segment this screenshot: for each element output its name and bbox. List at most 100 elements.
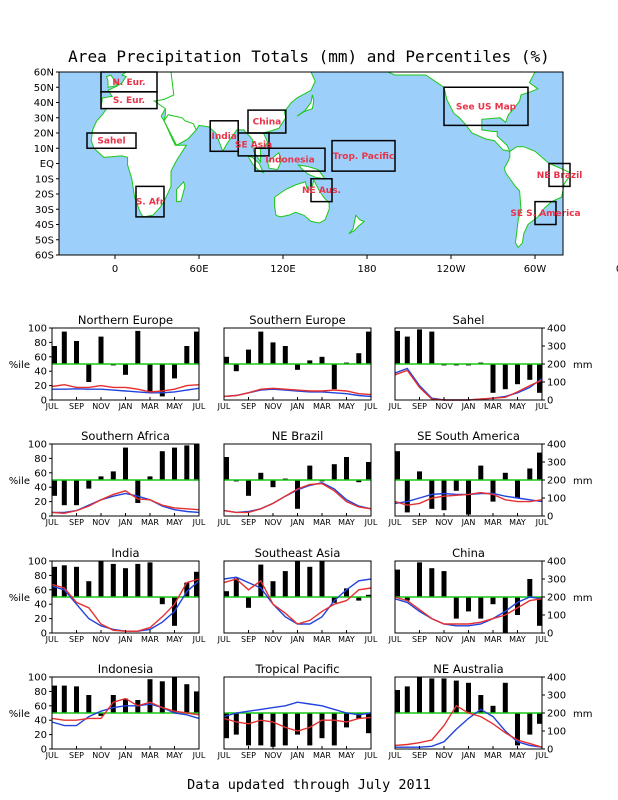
- x-tick-label: SEP: [241, 518, 256, 527]
- panel-title: India: [111, 546, 139, 560]
- lat-label: 10N: [34, 144, 54, 155]
- lat-label: 60S: [35, 251, 54, 262]
- x-tick-label: JUL: [192, 402, 206, 411]
- x-tick-label: JUL: [388, 751, 402, 760]
- percentile-bar: [417, 329, 422, 364]
- percentile-bar: [441, 678, 447, 713]
- y-tick-label: 100: [28, 324, 47, 335]
- y-tick-label: 60: [34, 468, 47, 479]
- x-tick-label: JUL: [388, 402, 402, 411]
- region-label: Indonesia: [265, 156, 314, 166]
- x-tick-label: JUL: [364, 751, 378, 760]
- percentile-bar: [395, 451, 400, 480]
- percentile-bar: [344, 713, 349, 728]
- percentile-bar: [123, 568, 128, 597]
- current-precip-line: [394, 704, 543, 748]
- current-precip-line: [394, 491, 543, 506]
- y-tick-label: 0: [41, 745, 47, 756]
- y2-tick-label: 300: [547, 458, 566, 469]
- region-box: [534, 200, 557, 226]
- region-label: NE Aus.: [302, 186, 341, 196]
- percentile-bar: [233, 713, 239, 735]
- x-tick-label: MAY: [509, 518, 526, 527]
- panel-title: NE Australia: [433, 662, 503, 676]
- x-tick-label: MAR: [141, 635, 159, 644]
- percentile-bar: [61, 331, 67, 364]
- x-tick-label: JAN: [290, 402, 305, 411]
- land-uk: [105, 74, 118, 88]
- percentile-bar: [147, 562, 153, 597]
- y-tick-label: 0: [41, 512, 47, 523]
- percentile-bar: [224, 356, 229, 364]
- percentile-bar: [417, 562, 422, 597]
- percentile-bar: [159, 681, 165, 713]
- percentile-bar: [331, 364, 337, 390]
- y-tick-label: 20: [34, 730, 47, 741]
- percentile-bar: [224, 457, 229, 480]
- x-tick-label: SEP: [69, 518, 84, 527]
- percentile-bar: [159, 364, 165, 397]
- percentile-bar: [184, 684, 190, 713]
- y-tick-label: 20: [34, 497, 47, 508]
- x-tick-label: JUL: [45, 635, 59, 644]
- percentile-bar: [194, 691, 199, 713]
- percentile-bar: [282, 713, 288, 746]
- x-tick-label: JUL: [45, 518, 59, 527]
- percentile-bar: [466, 480, 471, 515]
- percentile-bar: [184, 582, 190, 597]
- percentile-bar: [159, 597, 165, 605]
- percentile-bar: [527, 579, 533, 597]
- percentile-bar: [319, 356, 325, 364]
- percentile-bar: [295, 561, 300, 597]
- y-tick-label: 40: [34, 367, 47, 378]
- region-box: [310, 178, 333, 203]
- y2-tick-label: 400: [547, 673, 566, 684]
- x-tick-label: MAR: [313, 518, 331, 527]
- y2-axis-label: mm: [573, 593, 592, 604]
- x-tick-label: MAR: [313, 751, 331, 760]
- x-tick-label: MAR: [141, 402, 159, 411]
- percentile-bar: [307, 713, 313, 746]
- x-tick-label: SEP: [241, 751, 256, 760]
- region-box: [100, 91, 158, 110]
- y-tick-label: 60: [34, 352, 47, 363]
- map-longitude-labels: 0 60E 120E 180 120W 60W 0: [112, 255, 618, 275]
- x-tick-label: MAY: [338, 402, 355, 411]
- percentile-bar: [344, 457, 349, 480]
- percentile-bar: [194, 331, 199, 364]
- percentile-bar: [98, 561, 104, 597]
- y2-tick-label: 400: [547, 557, 566, 568]
- percentile-bar: [344, 588, 349, 597]
- y2-tick-label: 100: [547, 378, 566, 389]
- percentile-bar: [246, 597, 251, 608]
- y-tick-label: 0: [41, 396, 47, 407]
- percentile-bar: [74, 566, 79, 597]
- percentile-bar: [429, 568, 435, 597]
- percentile-bar: [404, 686, 410, 713]
- x-tick-label: JAN: [461, 402, 476, 411]
- x-tick-label: JAN: [118, 518, 133, 527]
- y-axis-label: %ile: [9, 593, 30, 604]
- percentile-bar: [404, 597, 410, 601]
- y-tick-label: 100: [28, 440, 47, 451]
- percentile-bar: [527, 468, 533, 480]
- y-tick-label: 20: [34, 614, 47, 625]
- percentile-bar: [502, 682, 508, 713]
- y-tick-label: 60: [34, 701, 47, 712]
- percentile-bar: [61, 480, 67, 506]
- x-tick-label: JUL: [535, 518, 549, 527]
- x-tick-label: MAY: [166, 635, 183, 644]
- region-label: S. Eur.: [113, 96, 145, 106]
- x-tick-label: JAN: [290, 751, 305, 760]
- land-japan: [296, 94, 315, 117]
- percentile-bar: [356, 480, 362, 483]
- y2-tick-label: 200: [547, 709, 566, 720]
- percentile-bar: [172, 447, 177, 480]
- x-tick-label: SEP: [241, 635, 256, 644]
- percentile-bar: [490, 364, 496, 393]
- y2-tick-label: 100: [547, 494, 566, 505]
- x-tick-label: SEP: [241, 402, 256, 411]
